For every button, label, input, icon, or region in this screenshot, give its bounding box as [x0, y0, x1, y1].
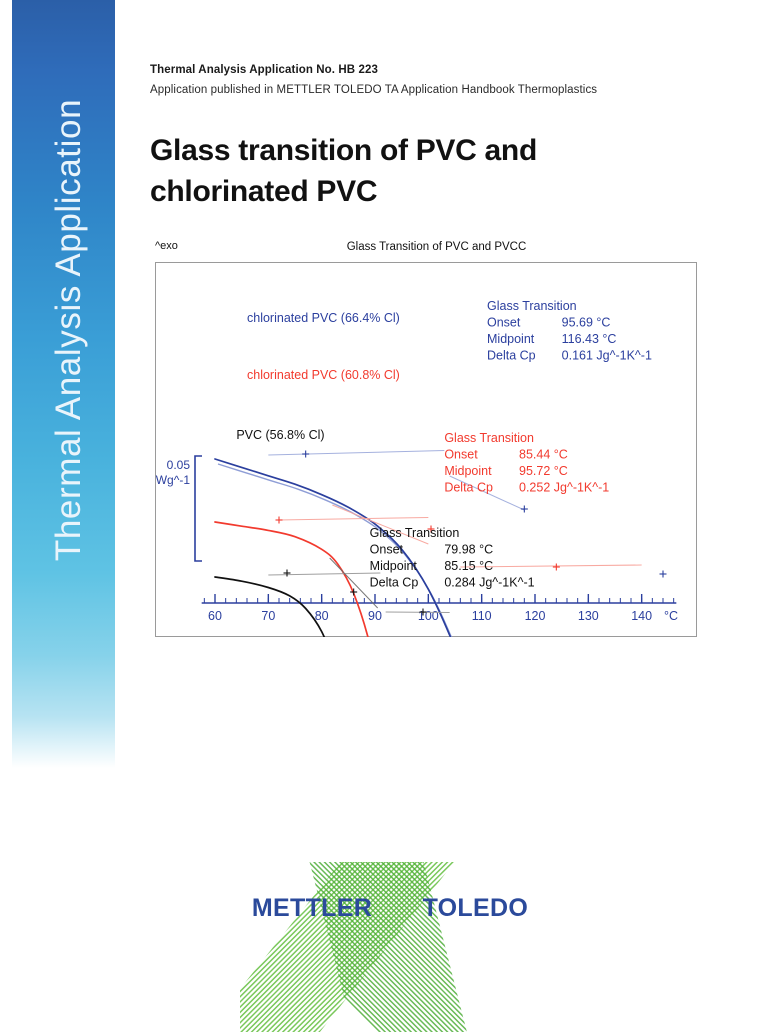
series-label-pvcc-664: chlorinated PVC (66.4% Cl): [247, 311, 400, 325]
glass-transition-row-value: 79.98 °C: [444, 543, 493, 557]
glass-transition-row-value: 85.44 °C: [519, 448, 568, 462]
svg-text:130: 130: [578, 609, 599, 623]
glass-transition-row-label: Midpoint: [487, 332, 535, 346]
glass-transition-header: Glass Transition: [370, 526, 460, 540]
glass-transition-row-label: Delta Cp: [370, 576, 419, 590]
glass-transition-row-value: 95.69 °C: [562, 316, 611, 330]
glass-transition-row-value: 0.161 Jg^-1K^-1: [562, 349, 652, 363]
series-label-pvcc-608: chlorinated PVC (60.8% Cl): [247, 368, 400, 382]
logo-stripes-icon: [240, 862, 472, 1032]
glass-transition-row-value: 85.15 °C: [444, 559, 493, 573]
glass-transition-row-label: Onset: [370, 543, 404, 557]
svg-text:140: 140: [631, 609, 652, 623]
svg-text:100: 100: [418, 609, 439, 623]
logo-wordmark: METTLER TOLEDO: [240, 894, 540, 923]
glass-transition-header: Glass Transition: [487, 299, 577, 313]
mettler-toledo-logo: METTLER TOLEDO: [240, 862, 540, 1032]
logo-word-mettler: METTLER: [251, 894, 373, 922]
glass-transition-header: Glass Transition: [444, 431, 534, 445]
chart-title: Glass Transition of PVC and PVCC: [346, 241, 527, 253]
svg-text:110: 110: [472, 609, 492, 623]
svg-text:80: 80: [315, 609, 329, 623]
plot-frame: [155, 262, 697, 637]
glass-transition-row-label: Midpoint: [444, 464, 492, 478]
glass-transition-row-label: Delta Cp: [487, 349, 536, 363]
sidebar-banner: Thermal Analysis Application: [12, 0, 115, 1024]
svg-text:Wg^-1: Wg^-1: [156, 473, 191, 487]
glass-transition-row-value: 116.43 °C: [562, 332, 617, 346]
glass-transition-row-label: Delta Cp: [444, 481, 493, 495]
figure: ^exo Glass Transition of PVC and PVCC 60…: [155, 240, 698, 640]
application-number: Thermal Analysis Application No. HB 223: [150, 64, 378, 76]
sidebar-banner-label: Thermal Analysis Application: [49, 98, 88, 562]
series-label-pvc-568: PVC (56.8% Cl): [236, 428, 324, 442]
glass-transition-row-label: Midpoint: [370, 559, 418, 573]
svg-text:120: 120: [525, 609, 546, 623]
svg-text:90: 90: [368, 609, 382, 623]
svg-text:60: 60: [208, 609, 222, 623]
glass-transition-row-value: 95.72 °C: [519, 464, 568, 478]
glass-transition-row-value: 0.252 Jg^-1K^-1: [519, 481, 609, 495]
publication-note: Application published in METTLER TOLEDO …: [150, 84, 598, 96]
glass-transition-row-value: 0.284 Jg^-1K^-1: [444, 576, 534, 590]
glass-transition-row-label: Onset: [487, 316, 521, 330]
exo-direction-label: ^exo: [155, 240, 178, 252]
logo-word-toledo: TOLEDO: [422, 894, 529, 922]
glass-transition-row-label: Onset: [444, 448, 478, 462]
svg-text:°C: °C: [664, 609, 678, 623]
svg-text:0.05: 0.05: [167, 458, 191, 472]
page-title: Glass transition of PVC and chlorinated …: [150, 134, 537, 209]
svg-text:70: 70: [261, 609, 275, 623]
